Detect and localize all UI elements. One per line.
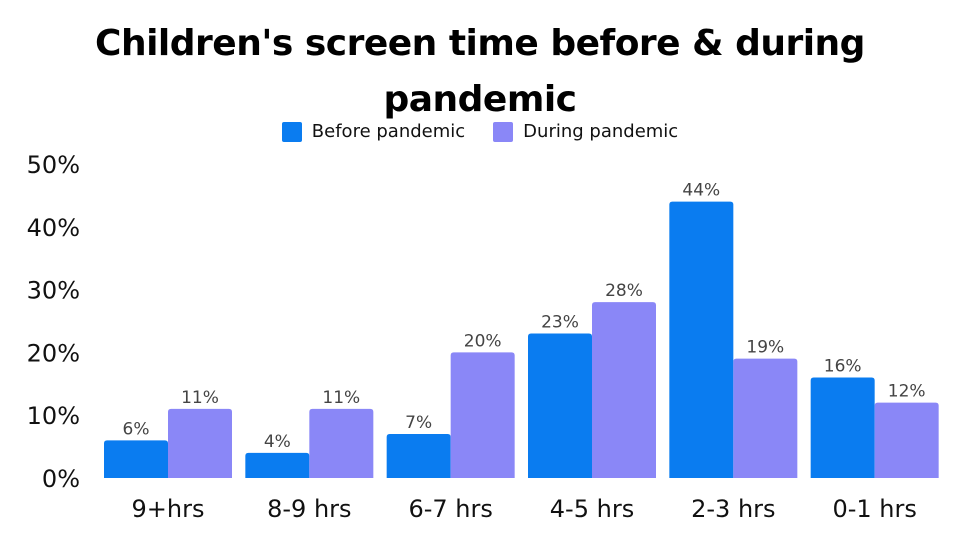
data-label: 11% — [322, 388, 360, 408]
data-label: 11% — [181, 388, 219, 408]
y-tick-label: 10% — [27, 402, 80, 430]
data-label: 7% — [405, 413, 432, 433]
data-label: 12% — [888, 382, 926, 402]
bar-during — [592, 302, 656, 478]
x-category-label: 8-9 hrs — [267, 495, 351, 523]
bar-before — [386, 434, 451, 478]
data-label: 28% — [605, 281, 643, 301]
bar-before — [245, 452, 310, 478]
legend-swatch-before — [281, 121, 302, 142]
legend: Before pandemic During pandemic — [0, 121, 960, 142]
chart-title-line-2: pandemic — [383, 79, 577, 120]
y-tick-label: 50% — [27, 151, 80, 179]
bar-before — [810, 377, 875, 478]
data-label: 6% — [123, 419, 150, 439]
legend-item-before: Before pandemic — [281, 121, 466, 142]
y-tick-label: 0% — [42, 465, 80, 493]
bar-during — [874, 402, 939, 478]
chart-title: Children's screen time before & during p… — [0, 16, 960, 128]
x-category-label: 2-3 hrs — [691, 495, 775, 523]
x-category-label: 0-1 hrs — [832, 495, 916, 523]
bar-during — [168, 408, 232, 478]
y-tick-label: 20% — [27, 339, 80, 367]
data-label: 4% — [264, 432, 291, 452]
legend-label-before: Before pandemic — [311, 121, 466, 142]
y-tick-label: 30% — [27, 277, 80, 305]
data-label: 23% — [541, 313, 579, 333]
bar-before — [669, 201, 734, 478]
data-label: 44% — [682, 181, 720, 201]
bar-before — [528, 333, 592, 478]
bar-before — [104, 440, 168, 478]
legend-swatch-during — [493, 121, 514, 142]
x-category-label: 4-5 hrs — [550, 495, 634, 523]
data-label: 16% — [824, 357, 862, 377]
x-category-label: 6-7 hrs — [408, 495, 492, 523]
legend-item-during: During pandemic — [493, 121, 678, 142]
bar-during — [733, 358, 798, 478]
y-tick-label: 40% — [27, 214, 80, 242]
chart-title-line-1: Children's screen time before & during — [95, 23, 865, 64]
data-label: 19% — [746, 338, 784, 358]
x-category-label: 9+hrs — [132, 495, 205, 523]
bar-during — [309, 408, 374, 478]
legend-label-during: During pandemic — [523, 121, 679, 142]
bar-during — [450, 352, 515, 478]
data-label: 20% — [464, 331, 502, 351]
